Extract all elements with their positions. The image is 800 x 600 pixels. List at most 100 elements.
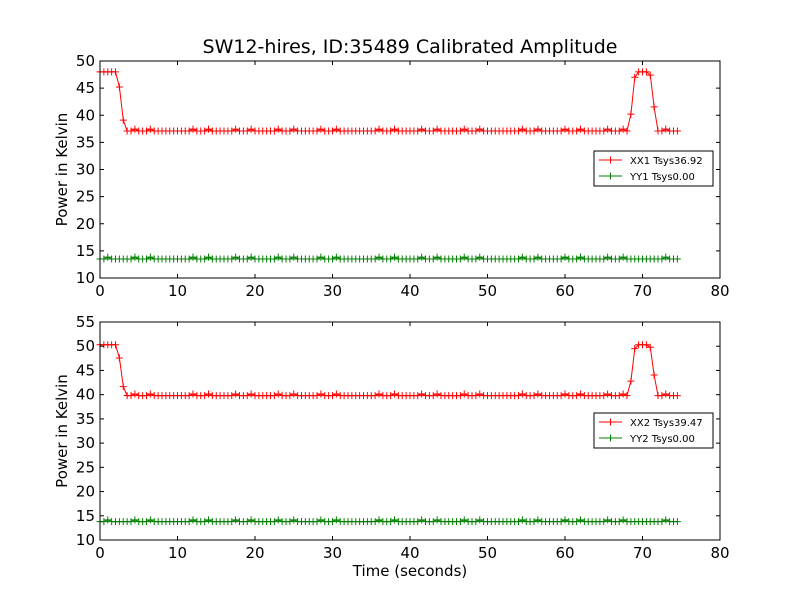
x-tick-label: 70 — [633, 544, 652, 562]
data-point-marker — [332, 253, 340, 261]
data-point-marker — [515, 392, 522, 400]
data-point-marker — [119, 116, 127, 124]
data-point-marker — [185, 255, 193, 263]
x-tick-label: 0 — [95, 544, 105, 562]
data-point-marker — [317, 125, 325, 133]
data-point-marker — [146, 390, 154, 398]
data-point-marker — [534, 253, 542, 261]
x-tick-label: 70 — [633, 282, 652, 300]
data-point-marker — [146, 253, 154, 261]
data-point-marker — [115, 354, 123, 362]
data-point-marker — [673, 127, 681, 135]
series-xx2 — [96, 341, 681, 400]
x-tick-label: 50 — [478, 282, 497, 300]
data-point-marker — [627, 377, 635, 385]
data-point-marker — [313, 255, 321, 263]
y-tick-label: 25 — [76, 458, 95, 476]
data-point-marker — [270, 392, 278, 400]
y-tick-label: 30 — [76, 161, 95, 179]
data-point-marker — [530, 392, 538, 400]
data-point-marker — [418, 253, 426, 261]
data-point-marker — [433, 390, 441, 398]
y-tick-label: 35 — [76, 133, 95, 151]
data-point-marker — [518, 516, 526, 524]
data-point-marker — [270, 127, 278, 135]
data-point-marker — [472, 518, 480, 526]
data-point-marker — [313, 518, 321, 526]
y-tick-label: 30 — [76, 434, 95, 452]
data-point-marker — [650, 371, 658, 379]
data-point-marker — [387, 392, 395, 400]
data-point-marker — [185, 127, 193, 135]
y-tick-label: 40 — [76, 106, 95, 124]
x-tick-label: 40 — [400, 282, 419, 300]
data-point-marker — [650, 103, 658, 111]
data-point-marker — [127, 127, 135, 135]
data-point-marker — [530, 255, 538, 263]
legend-label: XX2 Tsys39.47 — [630, 418, 703, 429]
data-point-marker — [456, 518, 464, 526]
data-point-marker — [518, 390, 526, 398]
data-point-marker — [247, 253, 255, 261]
data-point-marker — [391, 125, 398, 133]
data-point-marker — [375, 516, 383, 524]
data-point-marker — [146, 125, 154, 133]
data-point-marker — [205, 516, 212, 524]
data-point-marker — [290, 516, 298, 524]
data-point-marker — [228, 255, 236, 263]
data-point-marker — [332, 390, 340, 398]
data-point-marker — [619, 516, 627, 524]
data-point-marker — [534, 390, 542, 398]
y-tick-label: 20 — [76, 215, 95, 233]
data-point-marker — [600, 392, 608, 400]
data-point-marker — [115, 83, 123, 91]
data-point-marker — [658, 255, 666, 263]
series-yy1 — [96, 253, 681, 263]
y-tick-label: 55 — [76, 313, 95, 331]
data-point-marker — [201, 127, 209, 135]
data-point-marker — [476, 253, 484, 261]
data-point-marker — [371, 127, 379, 135]
y-tick-label: 35 — [76, 410, 95, 428]
data-point-marker — [243, 127, 251, 135]
y-tick-label: 45 — [76, 361, 95, 379]
data-point-marker — [619, 125, 627, 133]
data-point-marker — [646, 343, 654, 351]
data-point-marker — [375, 390, 383, 398]
x-tick-label: 30 — [323, 544, 342, 562]
x-tick-label: 80 — [710, 544, 729, 562]
y-axis-label: Power in Kelvin — [53, 113, 71, 227]
data-point-marker — [557, 518, 565, 526]
data-point-marker — [561, 516, 569, 524]
data-point-marker — [205, 253, 212, 261]
data-point-marker — [456, 255, 464, 263]
y-tick-label: 45 — [76, 79, 95, 97]
data-point-marker — [375, 253, 383, 261]
data-point-marker — [329, 255, 336, 263]
y-tick-label: 10 — [76, 531, 95, 549]
data-point-marker — [371, 255, 379, 263]
y-tick-label: 15 — [76, 507, 95, 525]
data-point-marker — [205, 390, 212, 398]
y-tick-label: 20 — [76, 483, 95, 501]
data-point-marker — [185, 392, 193, 400]
data-point-marker — [604, 125, 612, 133]
legend-label: YY2 Tsys0.00 — [629, 434, 695, 445]
data-point-marker — [658, 392, 666, 400]
legend: XX1 Tsys36.92 YY1 Tsys0.00 — [593, 150, 714, 187]
data-point-marker — [515, 518, 522, 526]
data-point-marker — [658, 518, 666, 526]
data-point-marker — [143, 392, 150, 400]
data-point-marker — [604, 516, 612, 524]
data-point-marker — [433, 125, 441, 133]
data-point-marker — [247, 125, 255, 133]
data-point-marker — [232, 253, 240, 261]
data-point-marker — [387, 518, 395, 526]
data-point-marker — [414, 392, 422, 400]
data-point-marker — [658, 127, 666, 135]
legend-marker — [607, 172, 614, 180]
data-point-marker — [317, 516, 325, 524]
data-point-marker — [131, 253, 139, 261]
data-point-marker — [274, 253, 282, 261]
data-point-marker — [286, 127, 294, 135]
